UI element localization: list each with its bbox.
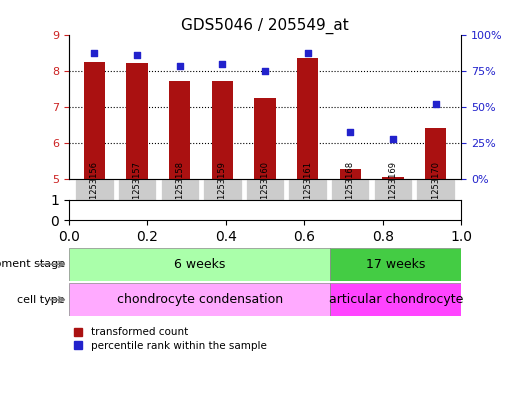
- Text: GSM1253168: GSM1253168: [346, 161, 355, 217]
- FancyBboxPatch shape: [331, 179, 369, 200]
- Point: [346, 129, 355, 135]
- Bar: [340, 169, 361, 179]
- Text: chondrocyte condensation: chondrocyte condensation: [117, 293, 282, 306]
- Bar: [84, 62, 105, 179]
- Text: articular chondrocyte: articular chondrocyte: [329, 293, 463, 306]
- Bar: [211, 81, 233, 179]
- Text: development stage: development stage: [0, 259, 65, 269]
- Text: GSM1253169: GSM1253169: [388, 161, 398, 217]
- Point: [388, 136, 397, 142]
- Point: [133, 52, 142, 59]
- Bar: [425, 128, 446, 179]
- Bar: [169, 81, 190, 179]
- Point: [90, 50, 99, 56]
- Text: GSM1253159: GSM1253159: [218, 162, 227, 217]
- Point: [303, 50, 312, 56]
- FancyBboxPatch shape: [118, 179, 156, 200]
- Text: GSM1253160: GSM1253160: [261, 161, 269, 217]
- Point: [175, 62, 184, 69]
- Text: cell type: cell type: [17, 295, 65, 305]
- Point: [431, 101, 440, 107]
- Text: GSM1253158: GSM1253158: [175, 161, 184, 217]
- Bar: [127, 63, 148, 179]
- FancyBboxPatch shape: [75, 179, 113, 200]
- FancyBboxPatch shape: [288, 179, 327, 200]
- Text: GSM1253161: GSM1253161: [303, 161, 312, 217]
- Text: 17 weeks: 17 weeks: [366, 258, 426, 271]
- Legend: transformed count, percentile rank within the sample: transformed count, percentile rank withi…: [74, 327, 267, 351]
- Text: 6 weeks: 6 weeks: [174, 258, 225, 271]
- FancyBboxPatch shape: [161, 179, 199, 200]
- Bar: [382, 177, 403, 179]
- FancyBboxPatch shape: [69, 283, 330, 316]
- FancyBboxPatch shape: [330, 248, 461, 281]
- FancyBboxPatch shape: [246, 179, 284, 200]
- Text: GSM1253170: GSM1253170: [431, 161, 440, 217]
- Bar: [254, 97, 276, 179]
- FancyBboxPatch shape: [69, 248, 330, 281]
- Point: [261, 68, 269, 74]
- FancyBboxPatch shape: [330, 283, 461, 316]
- Point: [218, 61, 227, 67]
- FancyBboxPatch shape: [417, 179, 455, 200]
- Text: GSM1253157: GSM1253157: [132, 161, 142, 217]
- FancyBboxPatch shape: [203, 179, 242, 200]
- FancyBboxPatch shape: [374, 179, 412, 200]
- Title: GDS5046 / 205549_at: GDS5046 / 205549_at: [181, 18, 349, 34]
- Bar: [297, 58, 319, 179]
- Text: GSM1253156: GSM1253156: [90, 161, 99, 217]
